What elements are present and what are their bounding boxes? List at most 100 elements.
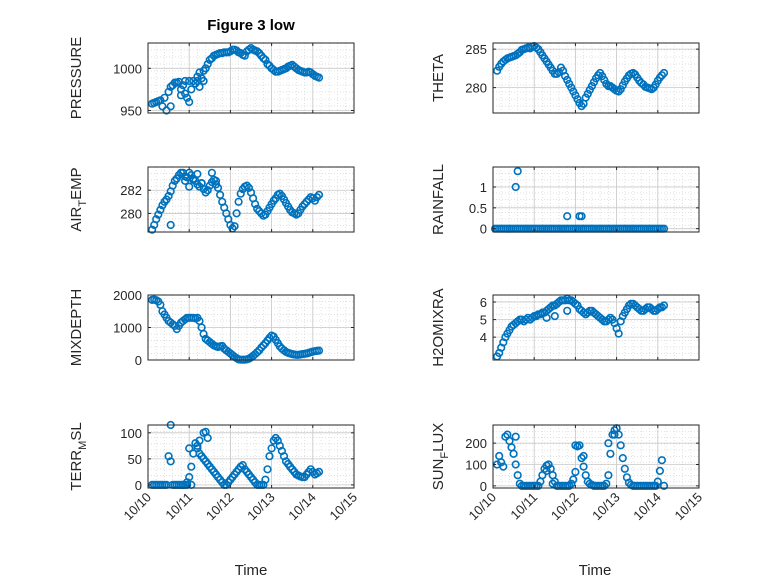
data-point [207, 168, 216, 177]
data-point [567, 479, 576, 488]
series-markers [148, 295, 324, 364]
data-point [501, 432, 510, 441]
data-point [162, 106, 171, 115]
data-point [563, 306, 572, 315]
data-point [657, 456, 667, 465]
x-tick-label: 10/13 [589, 490, 623, 524]
y-axis-label: THETA [430, 54, 447, 102]
axes-box [492, 294, 700, 361]
y-tick-label: 282 [120, 183, 142, 198]
y-axis-label: TERRMSL [68, 422, 89, 490]
data-point [263, 465, 272, 474]
data-point [552, 69, 562, 78]
data-point [602, 79, 611, 88]
data-point [548, 479, 557, 488]
y-tick-label: 280 [465, 81, 487, 96]
data-point [513, 471, 522, 480]
data-point [234, 197, 243, 206]
data-point [554, 68, 564, 77]
x-tick-label: 10/11 [162, 490, 195, 523]
data-point [575, 441, 584, 450]
data-point [255, 207, 264, 216]
y-tick-label: 100 [120, 426, 142, 441]
data-point [606, 449, 615, 458]
data-point [657, 71, 667, 80]
data-point [577, 454, 586, 463]
figure-title: Figure 3 low [207, 17, 295, 34]
data-point [211, 176, 221, 185]
data-point [550, 312, 559, 321]
y-tick-label: 6 [480, 295, 487, 310]
y-tick-label: 100 [465, 458, 487, 473]
x-tick-label: 10/15 [327, 490, 361, 524]
data-point [511, 432, 520, 441]
data-point [156, 205, 165, 214]
data-point [185, 444, 194, 453]
grid-lines [148, 425, 354, 488]
data-point [550, 477, 559, 486]
data-point [604, 439, 613, 448]
x-axis-label-right: Time [579, 562, 612, 579]
data-point [176, 85, 186, 94]
x-tick-label: 10/10 [466, 490, 500, 524]
data-point [312, 193, 322, 202]
data-point [655, 466, 665, 476]
data-point [195, 436, 204, 445]
x-tick-label: 10/11 [507, 490, 540, 523]
data-point [263, 59, 272, 69]
y-tick-label: 280 [120, 206, 142, 221]
data-point [657, 303, 667, 312]
series-markers [493, 294, 669, 361]
x-axis-label-left: Time [235, 562, 268, 579]
data-point [193, 72, 202, 81]
y-axis-label: RAINFALL [430, 164, 447, 235]
data-point [148, 225, 157, 234]
data-point [230, 222, 239, 231]
data-point [579, 462, 588, 471]
data-point [583, 89, 592, 98]
y-tick-label: 0 [480, 222, 487, 237]
x-tick-label: 10/14 [285, 490, 319, 524]
y-tick-label: 5 [480, 313, 487, 328]
data-point [659, 481, 669, 491]
data-point [563, 212, 572, 221]
data-point [187, 462, 196, 471]
data-point [614, 329, 623, 338]
y-tick-label: 0 [135, 478, 142, 493]
data-point [211, 180, 221, 189]
data-point [604, 315, 613, 324]
data-point [181, 176, 190, 185]
data-point [532, 312, 541, 321]
data-point [563, 75, 572, 84]
subplot-sun-flux: 0 100 200 10/10 10/11 10/12 10/13 10/14 10/15 SUN… [430, 423, 705, 523]
data-point [238, 461, 247, 470]
grid-lines [493, 295, 699, 360]
y-axis-label: SUNFLUX [430, 423, 451, 491]
y-tick-label: 200 [465, 436, 487, 451]
data-point [158, 102, 167, 111]
data-point [166, 102, 175, 111]
axes-box [147, 42, 355, 114]
y-tick-label: 1000 [113, 61, 142, 76]
data-point [185, 182, 194, 191]
data-point [154, 210, 163, 219]
subplot-mixdepth: 0 1000 2000 MIXDEPTH [68, 288, 355, 368]
series-markers [493, 41, 669, 111]
data-point [534, 481, 543, 491]
series-markers [148, 43, 324, 115]
x-tick-label: 10/13 [244, 490, 278, 524]
data-point [236, 189, 245, 198]
data-point [653, 477, 662, 486]
y-tick-label: 0 [135, 353, 142, 368]
data-point [166, 457, 175, 466]
data-point [571, 467, 580, 477]
data-point [542, 313, 551, 322]
data-point [618, 454, 627, 463]
data-point [651, 481, 660, 491]
data-point [203, 186, 212, 195]
major-grid [148, 425, 354, 488]
axes-box [492, 424, 700, 489]
data-point [567, 83, 576, 92]
data-point [577, 212, 586, 221]
data-point [536, 310, 545, 319]
